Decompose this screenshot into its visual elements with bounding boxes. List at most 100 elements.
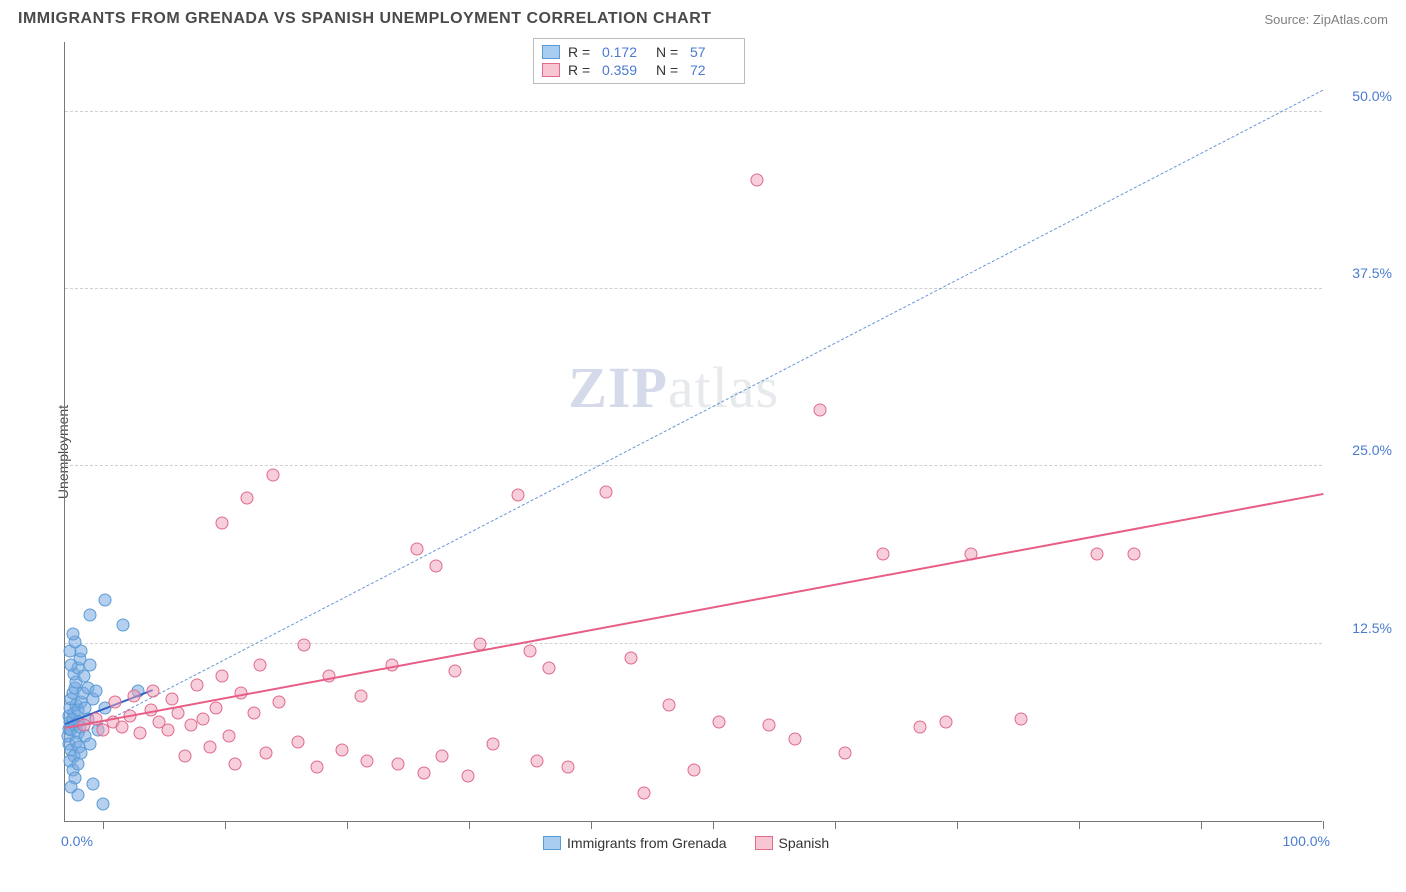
x-tick — [469, 821, 470, 829]
data-point — [335, 744, 348, 757]
stats-legend: R = 0.172 N = 57 R = 0.359 N = 72 — [533, 38, 745, 84]
source-prefix: Source: — [1264, 12, 1312, 27]
data-point — [84, 738, 97, 751]
x-tick — [103, 821, 104, 829]
y-tick-label: 37.5% — [1352, 265, 1392, 281]
legend-swatch — [755, 836, 773, 850]
data-point — [197, 712, 210, 725]
legend-label: R = — [568, 62, 594, 78]
data-point — [713, 715, 726, 728]
x-tick — [957, 821, 958, 829]
data-point — [298, 639, 311, 652]
legend-item: Immigrants from Grenada — [543, 835, 727, 851]
data-point — [222, 729, 235, 742]
data-point — [543, 661, 556, 674]
data-point — [184, 718, 197, 731]
x-tick — [713, 821, 714, 829]
stats-legend-row: R = 0.172 N = 57 — [542, 43, 736, 61]
legend-value: 0.359 — [602, 62, 648, 78]
x-max-label: 100.0% — [1283, 833, 1330, 849]
watermark-zip: ZIP — [568, 355, 668, 420]
data-point — [876, 548, 889, 561]
data-point — [637, 786, 650, 799]
x-tick — [225, 821, 226, 829]
data-point — [191, 678, 204, 691]
data-point — [939, 715, 952, 728]
legend-label: N = — [656, 44, 682, 60]
legend-text: Spanish — [779, 835, 830, 851]
data-point — [216, 517, 229, 530]
data-point — [247, 707, 260, 720]
y-tick-label: 25.0% — [1352, 442, 1392, 458]
data-point — [838, 746, 851, 759]
legend-swatch — [542, 45, 560, 59]
x-tick — [1201, 821, 1202, 829]
chart-area: Unemployment ZIPatlas 12.5%25.0%37.5%50.… — [18, 34, 1388, 870]
stats-legend-row: R = 0.359 N = 72 — [542, 61, 736, 79]
legend-item: Spanish — [755, 835, 830, 851]
data-point — [763, 718, 776, 731]
data-point — [84, 609, 97, 622]
data-point — [75, 644, 88, 657]
series-legend: Immigrants from Grenada Spanish — [543, 835, 829, 851]
legend-label: N = — [656, 62, 682, 78]
chart-header: IMMIGRANTS FROM GRENADA VS SPANISH UNEMP… — [0, 0, 1406, 34]
legend-label: R = — [568, 44, 594, 60]
x-tick — [835, 821, 836, 829]
data-point — [253, 659, 266, 672]
data-point — [65, 659, 78, 672]
data-point — [291, 735, 304, 748]
gridline — [65, 111, 1322, 112]
legend-value: 0.172 — [602, 44, 648, 60]
legend-value: 72 — [690, 62, 736, 78]
data-point — [411, 542, 424, 555]
data-point — [99, 593, 112, 606]
legend-value: 57 — [690, 44, 736, 60]
data-point — [530, 755, 543, 768]
gridline — [65, 288, 1322, 289]
data-point — [788, 732, 801, 745]
x-tick — [591, 821, 592, 829]
data-point — [448, 664, 461, 677]
watermark-atlas: atlas — [668, 355, 779, 420]
data-point — [417, 766, 430, 779]
data-point — [511, 488, 524, 501]
data-point — [562, 761, 575, 774]
y-tick-label: 50.0% — [1352, 88, 1392, 104]
chart-title: IMMIGRANTS FROM GRENADA VS SPANISH UNEMP… — [18, 10, 712, 28]
data-point — [310, 761, 323, 774]
x-tick — [347, 821, 348, 829]
data-point — [436, 749, 449, 762]
data-point — [241, 491, 254, 504]
data-point — [86, 778, 99, 791]
trend-line — [65, 90, 1323, 743]
data-point — [147, 684, 160, 697]
data-point — [750, 173, 763, 186]
data-point — [109, 695, 122, 708]
gridline — [65, 465, 1322, 466]
source-attribution: Source: ZipAtlas.com — [1264, 12, 1388, 27]
legend-swatch — [543, 836, 561, 850]
y-tick-label: 12.5% — [1352, 620, 1392, 636]
x-tick — [1323, 821, 1324, 829]
data-point — [1090, 548, 1103, 561]
data-point — [216, 670, 229, 683]
data-point — [96, 797, 109, 810]
data-point — [228, 758, 241, 771]
data-point — [71, 758, 84, 771]
x-tick — [1079, 821, 1080, 829]
data-point — [115, 721, 128, 734]
data-point — [66, 627, 79, 640]
data-point — [688, 763, 701, 776]
data-point — [354, 690, 367, 703]
x-min-label: 0.0% — [61, 833, 93, 849]
data-point — [1128, 548, 1141, 561]
source-link[interactable]: ZipAtlas.com — [1313, 12, 1388, 27]
data-point — [84, 659, 97, 672]
data-point — [116, 619, 129, 632]
plot-region: ZIPatlas 12.5%25.0%37.5%50.0%0.0%100.0%R… — [64, 42, 1322, 822]
data-point — [662, 698, 675, 711]
legend-swatch — [542, 63, 560, 77]
data-point — [203, 741, 216, 754]
data-point — [524, 644, 537, 657]
